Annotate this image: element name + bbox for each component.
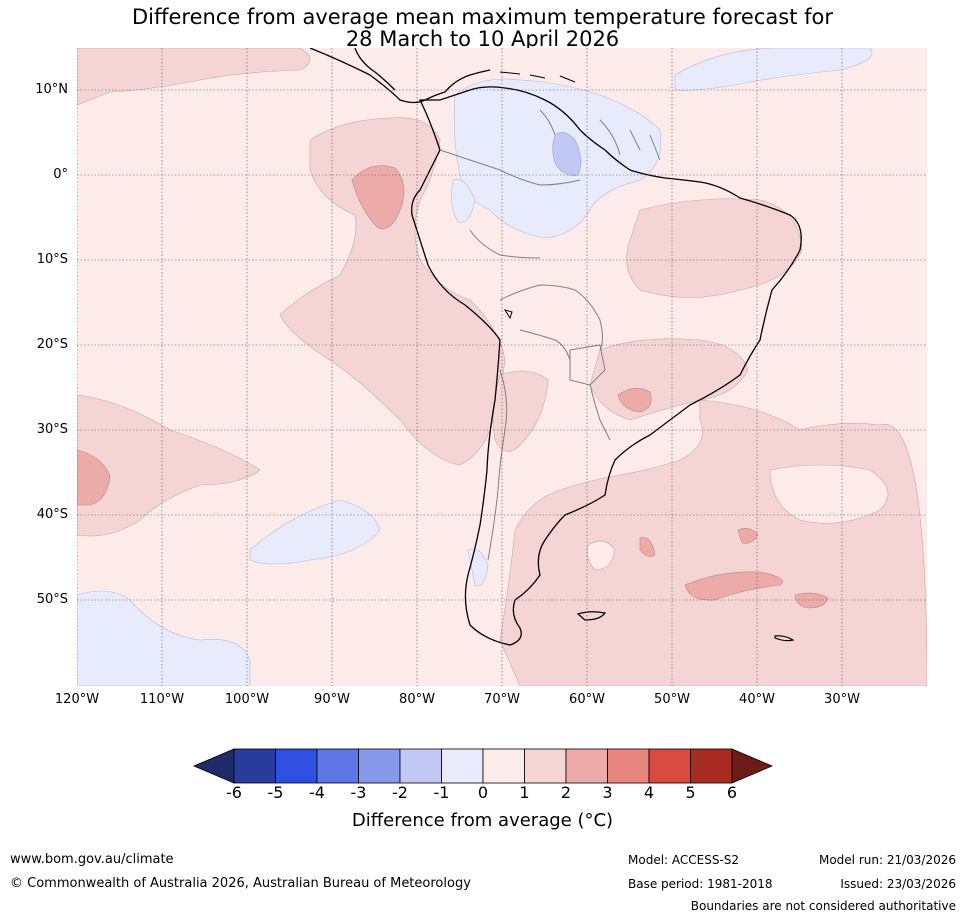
lat-label-0: 0° [53, 167, 68, 182]
lat-label-50s: 50°S [36, 592, 68, 607]
colorbar-tick-label: -6 [226, 783, 242, 802]
map-title-line-2: 28 March to 10 April 2026 [345, 27, 620, 51]
anomaly-region-paraguay-argentina [493, 370, 549, 452]
central-america-coastline [309, 48, 491, 104]
south-georgia [774, 635, 795, 642]
anomaly-region-north-atlantic [674, 48, 873, 91]
colorbar-tick-label: -4 [309, 783, 325, 802]
lon-label-30w: 30°W [824, 692, 860, 707]
colorbar-cell-7 [524, 748, 567, 784]
footer-model-run: Model run: 21/03/2026 [818, 853, 956, 867]
colorbar-tick-label: -1 [433, 783, 450, 802]
lat-label-40s: 40°S [36, 507, 68, 522]
anomaly-region-atlantic-small [737, 528, 759, 544]
anomaly-region-south-pacific-band [249, 499, 381, 565]
colorbar-tick-label: 3 [602, 783, 613, 802]
lon-label-80w: 80°W [399, 692, 435, 707]
footer-issued: Issued: 23/03/2026 [840, 877, 956, 891]
colorbar-tick-label: 0 [477, 783, 489, 802]
colorbar-tick-label: -3 [350, 783, 367, 802]
anomaly-region-patagonia-offshore [639, 537, 656, 557]
colorbar-cell-0 [233, 748, 276, 784]
colorbar-cell-1 [275, 748, 318, 784]
lat-label-30s: 30°S [36, 422, 68, 437]
map-title-line-1: Difference from average mean maximum tem… [132, 5, 833, 29]
anomaly-region-far-south-pacific [77, 590, 251, 686]
colorbar-tick-label: -2 [392, 783, 408, 802]
lat-label-10s: 10°S [36, 252, 68, 267]
footer-model: Model: ACCESS-S2 [628, 853, 740, 867]
colorbar-cell-2 [316, 748, 359, 784]
colorbar-cell-6 [482, 748, 525, 784]
footer-base-period: Base period: 1981-2018 [628, 877, 773, 891]
footer-disclaimer: Boundaries are not considered authoritat… [690, 899, 956, 913]
lon-label-60w: 60°W [569, 692, 605, 707]
footer-copyright: © Commonwealth of Australia 2026, Austra… [10, 876, 471, 891]
colorbar-tick-label: 6 [726, 783, 738, 802]
anomaly-region-small-patch [587, 540, 616, 571]
anomaly-region-far-pacific [77, 449, 111, 506]
anomaly-region-west-colombia [451, 178, 476, 223]
caribbean-islands [499, 71, 576, 83]
colorbar-cell-4 [399, 748, 442, 784]
graticule [77, 48, 927, 686]
colorbar-over-arrow [731, 748, 774, 784]
anomaly-region-north-pacific [77, 48, 311, 106]
lon-label-50w: 50°W [654, 692, 690, 707]
colorbar [192, 748, 774, 784]
colorbar-tick-label: -5 [267, 783, 284, 802]
colorbar-cell-10 [648, 748, 691, 784]
lon-label-70w: 70°W [484, 692, 520, 707]
colorbar-cell-11 [690, 748, 733, 784]
anomaly-region-uruguay [617, 387, 652, 413]
colorbar-under-arrow [192, 748, 235, 784]
central-america-coastline-north [354, 48, 396, 91]
lon-label-100w: 100°W [224, 692, 270, 707]
colorbar-tick-label: 4 [643, 783, 655, 802]
colorbar-label: Difference from average (°C) [351, 810, 614, 831]
anomaly-region-northeast-brazil [626, 198, 803, 298]
colorbar-tick-label: 1 [519, 783, 530, 802]
anomaly-region-south-atlantic-small [794, 592, 829, 609]
colorbar-cell-3 [358, 748, 401, 784]
anomaly-2-to-3-regions [77, 165, 829, 609]
anomaly-region-off-ecuador [351, 165, 405, 229]
anomaly-region-far-south-atlantic [769, 464, 889, 524]
lat-label-10n: 10°N [35, 82, 68, 97]
colorbar-cell-5 [441, 748, 484, 784]
footer-url[interactable]: www.bom.gov.au/climate [10, 852, 174, 867]
colorbar-tick-label: 5 [685, 783, 696, 802]
lon-label-40w: 40°W [739, 692, 775, 707]
colorbar-tick-label: 2 [560, 783, 572, 802]
lake-titicaca [503, 309, 513, 320]
falkland-islands [576, 611, 607, 621]
country-borders [439, 109, 661, 561]
lat-label-20s: 20°S [36, 337, 68, 352]
colorbar-cell-8 [565, 748, 608, 784]
south-america-coastline [411, 86, 802, 646]
lon-label-90w: 90°W [314, 692, 350, 707]
colorbar-cell-9 [607, 748, 650, 784]
lon-label-120w: 120°W [54, 692, 100, 707]
lon-label-110w: 110°W [139, 692, 185, 707]
